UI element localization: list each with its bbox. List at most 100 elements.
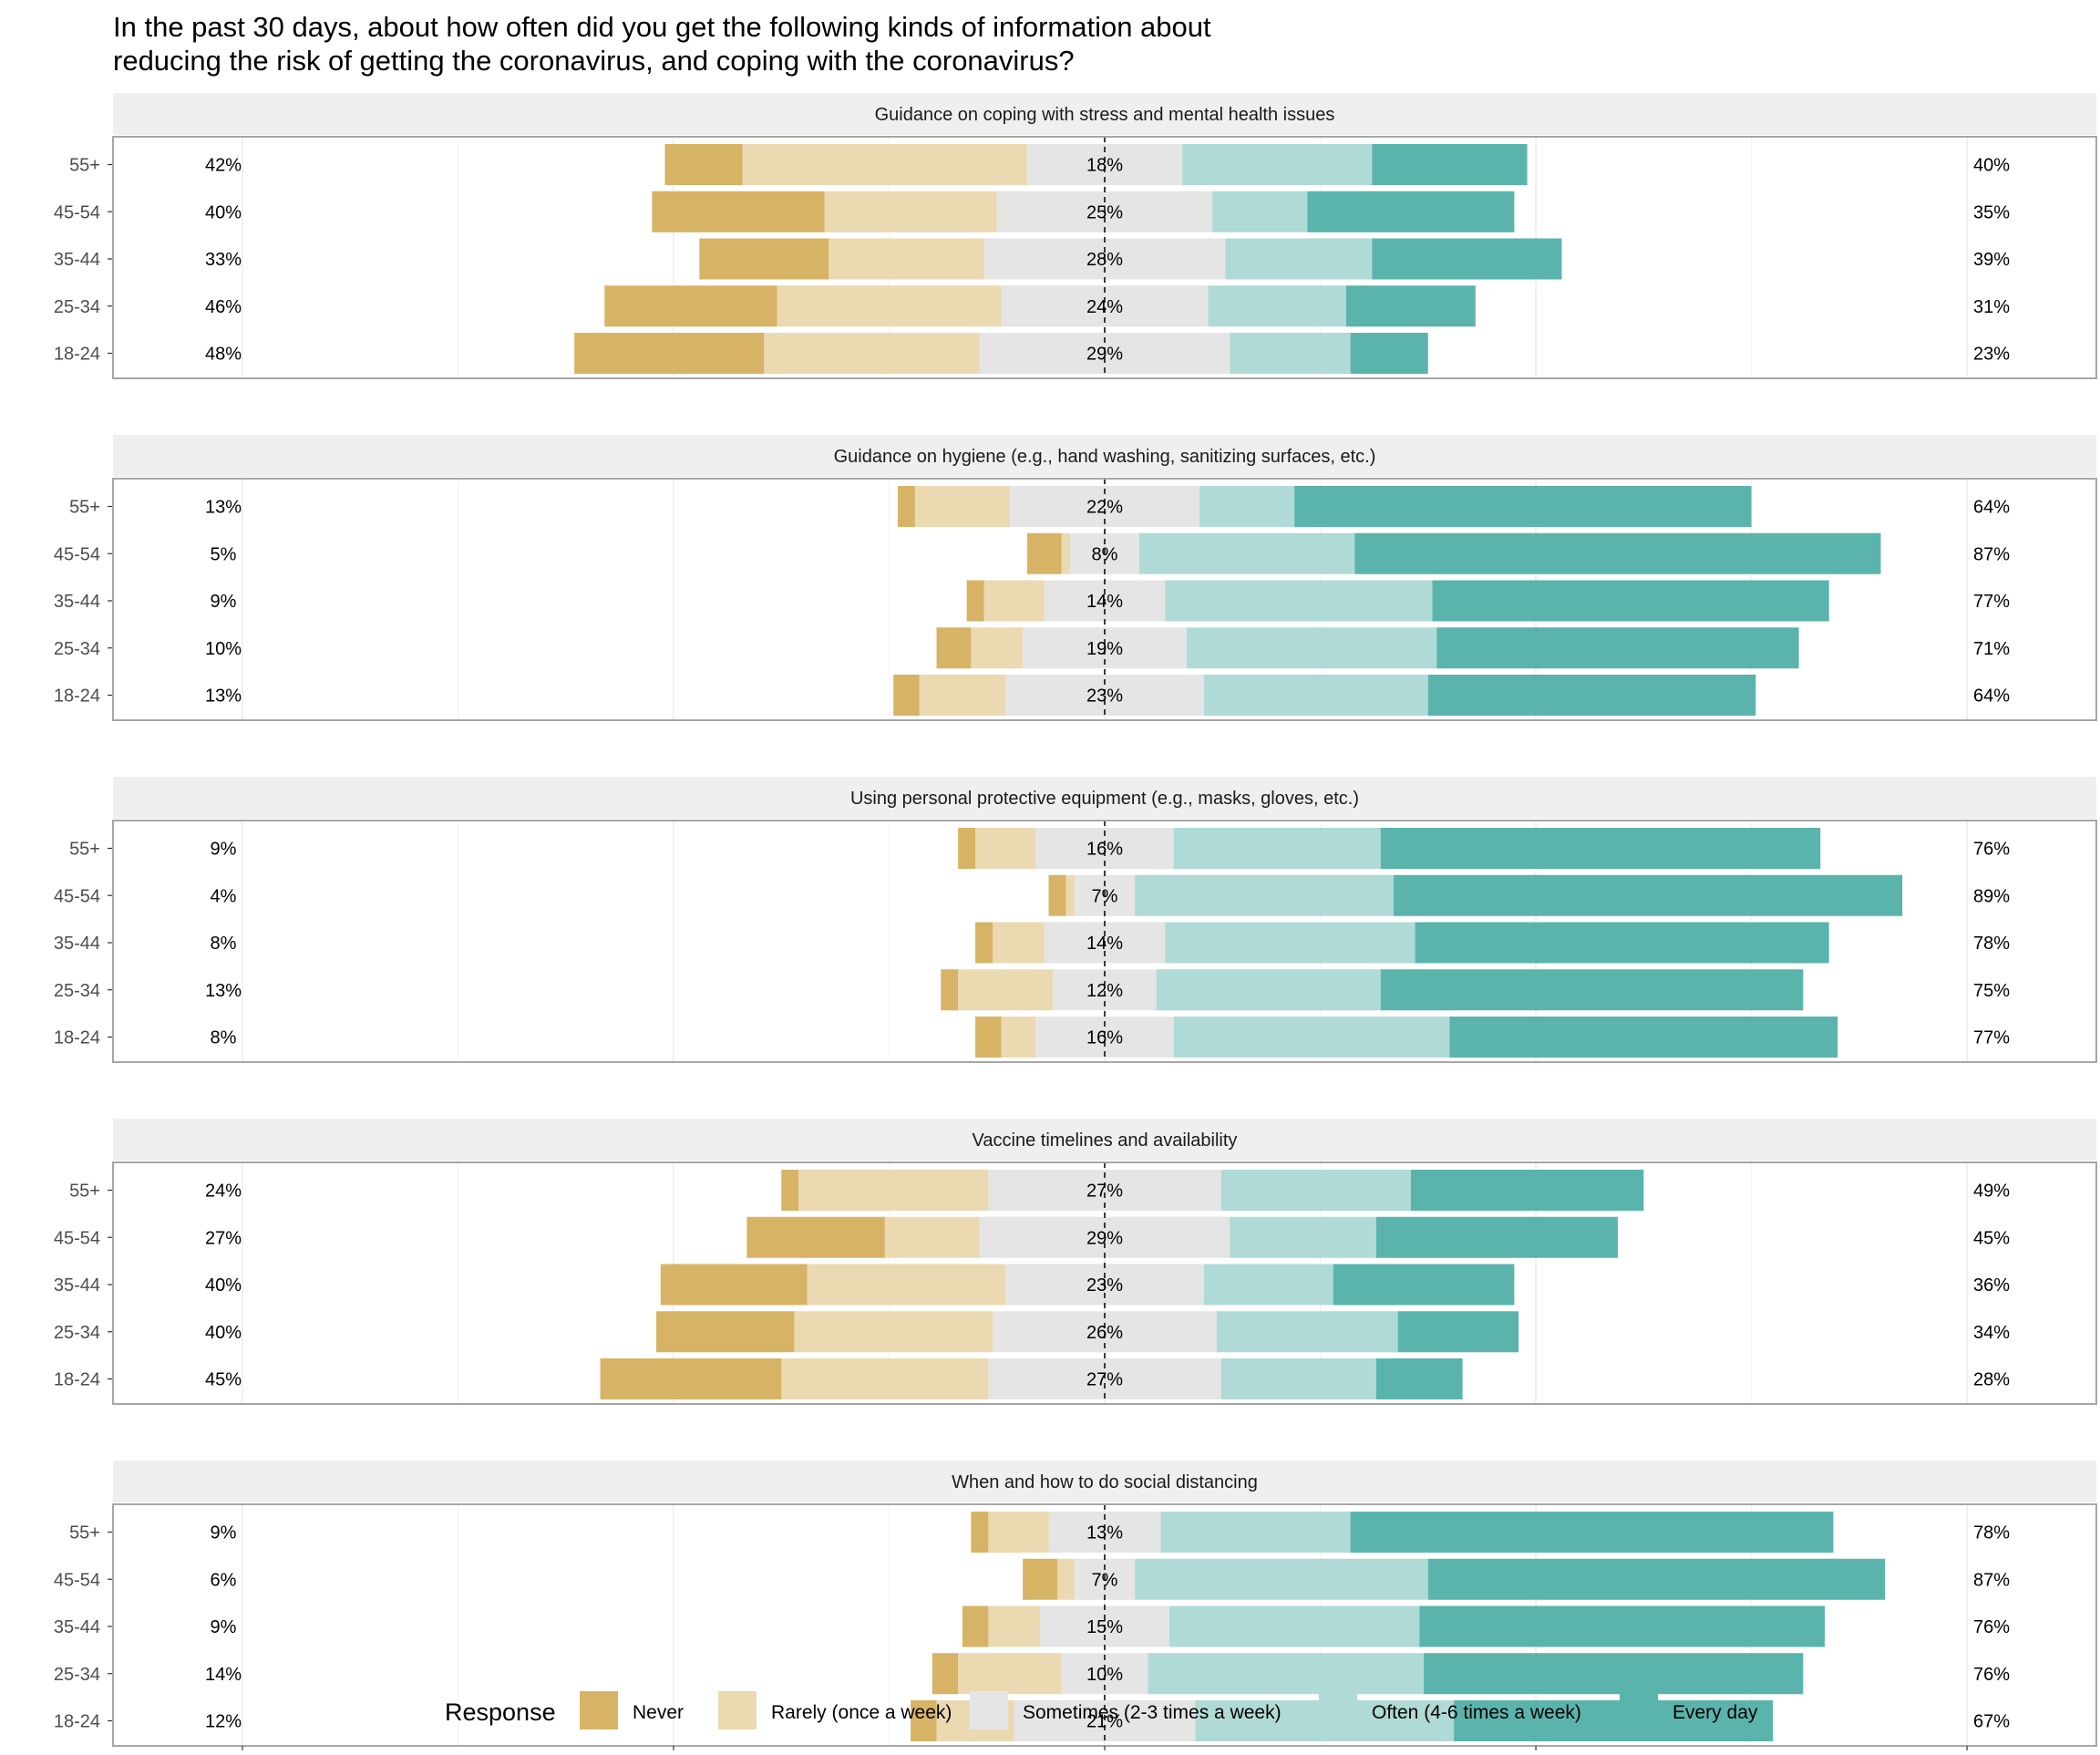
- title-line: reducing the risk of getting the coronav…: [113, 45, 1075, 77]
- mid-percent-label: 16%: [1086, 1028, 1123, 1048]
- bar-segment: [1380, 828, 1821, 869]
- bar-segment: [1397, 1311, 1519, 1353]
- bar-segment: [1023, 1558, 1057, 1600]
- y-tick-label: 18-24: [54, 1370, 100, 1390]
- legend-key: [970, 1691, 1008, 1729]
- bar-segment: [656, 1311, 795, 1353]
- left-percent-label: 14%: [205, 1665, 242, 1685]
- facet-panel: When and how to do social distancing 9% 13…: [54, 1461, 2097, 1747]
- legend-key: [580, 1691, 618, 1729]
- y-tick-label: 45-54: [54, 202, 100, 222]
- bar-segment: [1350, 333, 1428, 374]
- bar-segment: [1230, 1216, 1377, 1258]
- bar-segment: [1156, 969, 1381, 1011]
- facet-strip: [113, 435, 2096, 477]
- bar-segment: [574, 333, 765, 374]
- facet-strip-label: Vaccine timelines and availability: [973, 1130, 1238, 1151]
- bar-segment: [1424, 1653, 1804, 1695]
- left-percent-label: 45%: [205, 1370, 242, 1390]
- facet-strip-label: When and how to do social distancing: [952, 1472, 1258, 1492]
- right-percent-label: 49%: [1973, 1182, 2010, 1202]
- mid-percent-label: 13%: [1086, 1523, 1123, 1543]
- title-line: In the past 30 days, about how often did…: [113, 11, 1211, 43]
- facet-strip-label: Guidance on hygiene (e.g., hand washing,…: [834, 447, 1376, 467]
- bar-segment: [1138, 532, 1355, 574]
- panel-border: [112, 1161, 2097, 1405]
- bar-segment: [988, 1512, 1049, 1553]
- right-percent-label: 76%: [1973, 840, 2010, 860]
- right-percent-label: 64%: [1973, 498, 2010, 518]
- left-percent-label: 27%: [205, 1228, 242, 1248]
- mid-percent-label: 27%: [1086, 1370, 1123, 1390]
- right-percent-label: 87%: [1973, 1570, 2010, 1590]
- right-percent-label: 76%: [1973, 1617, 2010, 1637]
- bar-segment: [897, 486, 915, 527]
- bar-segment: [983, 580, 1045, 622]
- bar-segment: [1208, 285, 1346, 327]
- bar-segment: [962, 1605, 989, 1647]
- left-percent-label: 8%: [211, 1028, 237, 1048]
- bar-segment: [932, 1653, 959, 1695]
- bar-segment: [919, 675, 1006, 716]
- legend-label: Sometimes (2-3 times a week): [1023, 1702, 1282, 1723]
- bar-segment: [993, 922, 1045, 964]
- mid-percent-label: 12%: [1086, 981, 1123, 1001]
- y-tick-label: 18-24: [54, 345, 100, 365]
- bar-segment: [1048, 874, 1066, 916]
- bar-segment: [936, 627, 972, 669]
- y-tick-label: 35-44: [54, 1275, 100, 1296]
- mid-percent-label: 10%: [1086, 1665, 1123, 1685]
- bar-segment: [660, 1264, 808, 1306]
- facet-strip: [113, 93, 2096, 135]
- right-percent-label: 34%: [1973, 1323, 2010, 1343]
- left-percent-label: 48%: [205, 345, 242, 365]
- y-tick-label: 35-44: [54, 934, 100, 954]
- bar-segment: [1427, 1558, 1886, 1600]
- bar-segment: [807, 1264, 1006, 1306]
- bar-segment: [1160, 1512, 1351, 1553]
- panel-border: [112, 478, 2097, 721]
- y-tick-label: 45-54: [54, 1570, 100, 1590]
- right-percent-label: 23%: [1973, 345, 2010, 365]
- y-tick-label: 25-34: [54, 297, 100, 317]
- bar-segment: [1148, 1653, 1425, 1695]
- left-percent-label: 40%: [205, 202, 242, 222]
- bar-segment: [1230, 333, 1351, 374]
- bar-segment: [1350, 1512, 1834, 1553]
- bar-segment: [1432, 580, 1829, 622]
- bar-segment: [1354, 532, 1881, 574]
- facet-strip: [113, 1119, 2096, 1161]
- facet-strip-label: Guidance on coping with stress and menta…: [875, 105, 1335, 125]
- mid-percent-label: 21%: [1086, 1712, 1123, 1732]
- left-percent-label: 40%: [205, 1275, 242, 1296]
- left-percent-label: 46%: [205, 297, 242, 317]
- bar-segment: [1220, 1170, 1411, 1211]
- right-percent-label: 87%: [1973, 544, 2010, 564]
- bar-segment: [1333, 1264, 1515, 1306]
- bar-segment: [971, 627, 1024, 669]
- left-percent-label: 8%: [211, 934, 237, 954]
- facet-panel: Guidance on coping with stress and menta…: [54, 93, 2097, 379]
- bar-segment: [1393, 874, 1903, 916]
- facet-panel: Using personal protective equipment (e.g…: [54, 777, 2097, 1063]
- legend-label: Every day: [1673, 1702, 1758, 1723]
- bar-segment: [1186, 627, 1437, 669]
- facet-panel: Guidance on hygiene (e.g., hand washing,…: [54, 435, 2097, 721]
- bar-segment: [1165, 580, 1433, 622]
- right-percent-label: 75%: [1973, 981, 2010, 1001]
- bar-segment: [794, 1311, 993, 1353]
- bar-segment: [764, 333, 980, 374]
- bar-segment: [1173, 1017, 1450, 1058]
- bar-segment: [884, 1216, 980, 1258]
- left-percent-label: 9%: [211, 840, 237, 860]
- bar-segment: [966, 580, 984, 622]
- bar-segment: [1199, 486, 1295, 527]
- right-percent-label: 89%: [1973, 886, 2010, 906]
- left-percent-label: 40%: [205, 1323, 242, 1343]
- bar-segment: [824, 191, 997, 232]
- bar-segment: [1294, 486, 1752, 527]
- left-percent-label: 9%: [211, 592, 237, 612]
- legend-item: Never: [580, 1691, 684, 1729]
- y-tick-label: 35-44: [54, 1617, 100, 1637]
- mid-percent-label: 16%: [1086, 840, 1123, 860]
